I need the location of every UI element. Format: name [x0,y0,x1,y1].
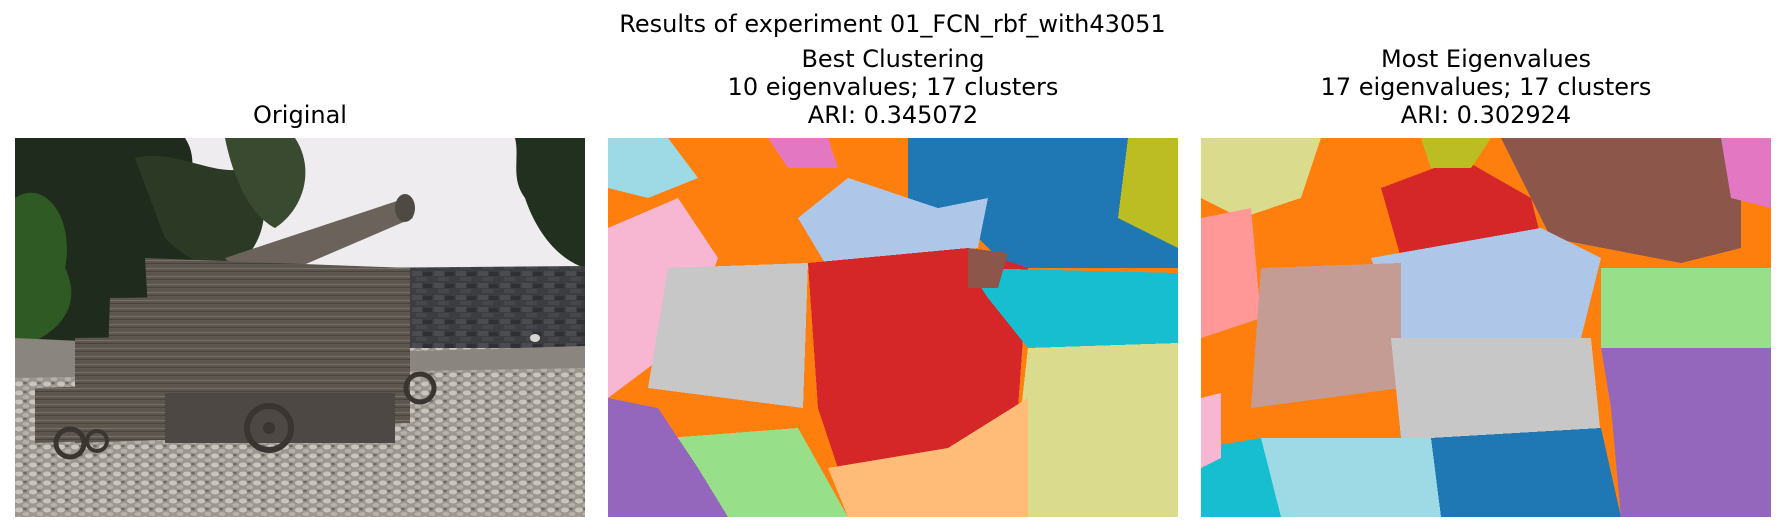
most-eigenvalues-image [1201,138,1771,517]
panel-title-line: ARI: 0.345072 [807,101,979,129]
panel-title-line: Most Eigenvalues [1380,45,1592,73]
original-image [15,138,585,517]
segment-light-blue [1371,228,1601,338]
segment-red [808,248,1028,468]
segment-light-cyan [608,138,698,198]
panel-title-most-eigenvalues: Most Eigenvalues 17 eigenvalues; 17 clus… [1201,45,1771,129]
panel-title-original: Original [15,101,585,129]
segment-olive [1201,138,1321,218]
segment-brown [968,248,1008,288]
segment-blue [1431,428,1621,517]
segment-hot-pink [1721,138,1771,208]
segment-salmon [1201,208,1261,338]
segment-red [1381,158,1541,258]
best-clustering-image [608,138,1178,517]
segment-brown [1501,138,1741,263]
panel-title-line: Original [253,101,347,129]
panel-title-line: 10 eigenvalues; 17 clusters [727,73,1059,101]
segment-yellow-green [1118,138,1178,248]
most-eigenvalues-segmentation [1201,138,1771,517]
original-photo [15,138,585,517]
segment-cyan [968,268,1178,348]
panel-title-line: 17 eigenvalues; 17 clusters [1320,73,1652,101]
panel-title-line: Best Clustering [801,45,985,73]
panel-title-best-clustering: Best Clustering 10 eigenvalues; 17 clust… [608,45,1178,129]
panel-title-line: ARI: 0.302924 [1400,101,1572,129]
segment-hot-pink [768,138,838,168]
segment-pink [1201,393,1221,468]
segment-gray [648,263,808,408]
best-clustering-segmentation [608,138,1178,517]
figure-title: Results of experiment 01_FCN_rbf_with430… [619,10,1166,38]
segment-rose [1251,263,1401,408]
segment-light-blue [798,178,988,268]
segment-gray [1391,338,1601,438]
segment-light-green [1601,268,1771,348]
segment-light-orange [828,398,1028,517]
segment-light-cyan [1261,438,1441,517]
segment-olive [1018,343,1178,517]
segment-purple [1601,348,1771,517]
segment-purple [608,398,728,517]
segment-yellow-green [1421,138,1491,168]
